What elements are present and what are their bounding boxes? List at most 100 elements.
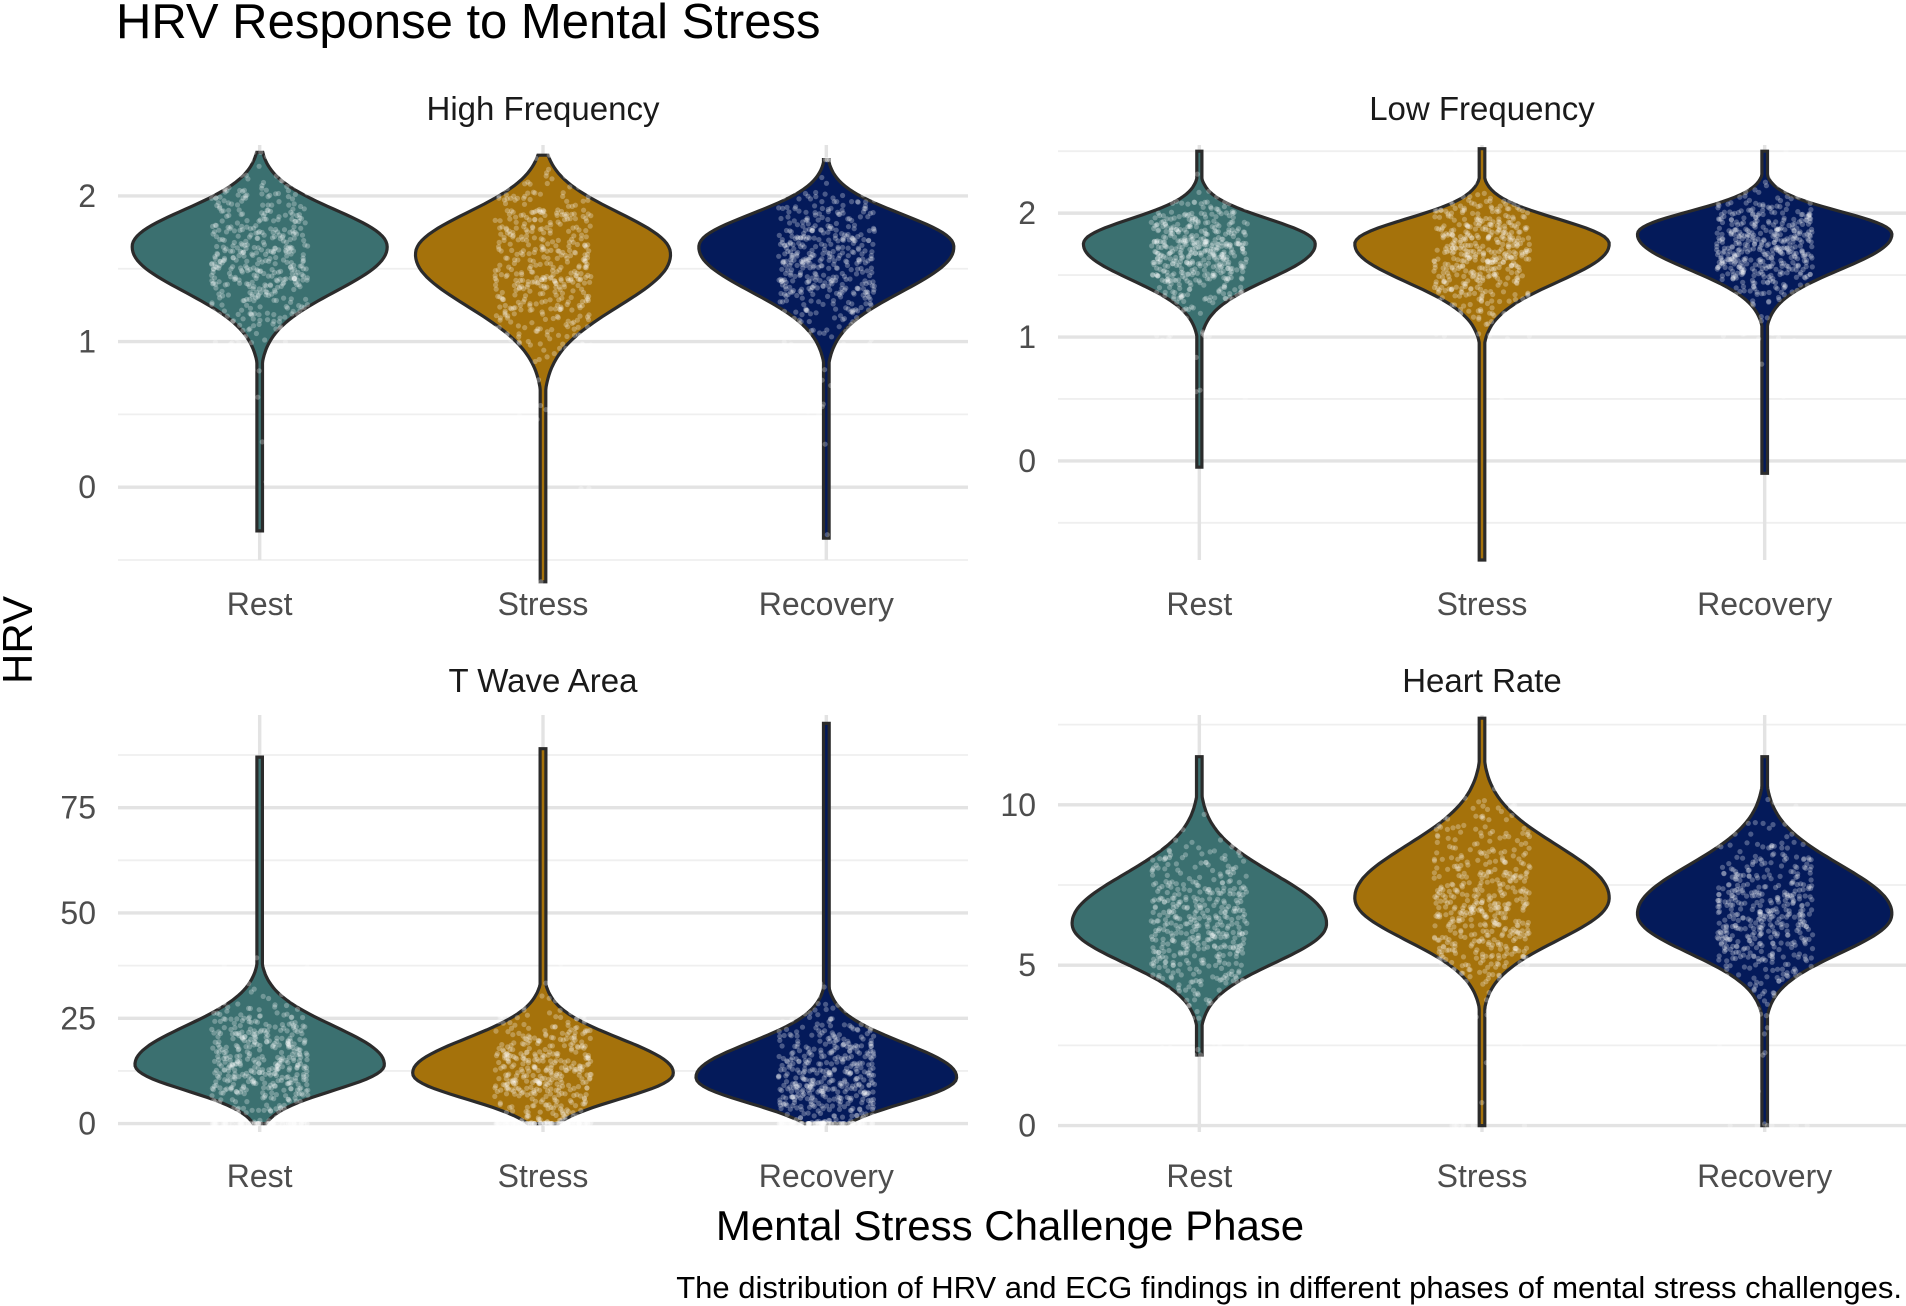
data-point [303,1088,309,1094]
data-point [1177,870,1184,876]
data-point [284,259,290,265]
data-point [1504,336,1510,342]
data-point [512,292,518,298]
data-point [259,1076,265,1082]
data-point [854,315,860,321]
data-point [1480,275,1486,281]
data-point [1808,253,1814,259]
data-point [1196,189,1202,195]
data-point [223,246,229,252]
data-point [564,1107,570,1113]
data-point [1221,275,1227,281]
data-point [1159,219,1165,225]
data-point [516,339,522,345]
data-point [853,995,859,1002]
data-point [532,279,538,285]
data-point [819,1022,825,1028]
data-point [843,285,849,291]
data-point [510,232,516,238]
data-point [819,377,825,383]
data-point [1460,263,1466,269]
data-point [819,214,825,221]
data-point [1213,214,1219,220]
data-point [1221,260,1228,266]
data-point [1449,264,1455,270]
data-point [302,1063,308,1069]
data-point [779,266,785,272]
data-point [1461,273,1467,279]
data-point [287,331,294,337]
data-point [209,261,215,267]
data-point [1735,209,1742,216]
data-point [1231,169,1238,175]
data-point [1178,294,1184,301]
data-point [787,335,793,341]
data-point [555,315,561,321]
data-point [212,275,218,281]
data-point [1218,328,1224,334]
data-point [1168,228,1174,234]
data-point [522,325,528,331]
data-point [1175,238,1181,244]
data-point [554,269,560,275]
data-point [843,328,849,335]
data-point [867,210,874,216]
data-point [869,256,875,262]
data-point [1457,239,1463,245]
data-point [521,1041,527,1047]
data-point [1480,277,1486,283]
data-point [798,290,805,296]
data-point [532,1053,539,1059]
data-point [532,217,538,223]
data-point [524,1085,530,1091]
data-point [1233,241,1239,247]
data-point [1210,252,1216,258]
data-point [1449,313,1455,319]
data-point [532,209,538,215]
data-point [857,214,864,220]
data-point [860,256,866,262]
data-point [219,347,225,353]
data-point [1216,209,1222,215]
data-point [251,244,257,251]
data-point [1721,338,1727,344]
data-point [786,325,792,331]
data-point [554,1053,560,1059]
data-point [1730,268,1736,274]
data-point [804,215,810,221]
data-point [822,280,828,286]
data-point [1718,216,1724,222]
data-point [1229,316,1235,322]
data-point [1171,277,1177,283]
data-point [1504,206,1510,212]
data-point [574,241,581,248]
data-point [1165,273,1171,279]
data-point [815,1012,821,1018]
data-point [239,198,245,204]
data-point [210,384,216,390]
data-point [289,271,295,277]
data-point [1162,278,1168,284]
data-point [523,494,530,500]
data-point [1461,303,1467,309]
data-point [569,504,575,510]
data-point [1235,237,1241,243]
data-point [510,1032,516,1038]
data-point [789,1017,795,1023]
data-point [497,225,503,231]
data-point [1209,272,1215,279]
data-point [800,257,807,263]
data-point [1204,199,1210,205]
data-point [1451,255,1457,262]
data-point [1441,223,1447,229]
data-point [247,290,253,296]
data-point [841,361,847,367]
data-point [582,1017,588,1023]
data-point [236,340,242,346]
data-point [829,334,835,340]
data-point [501,234,507,241]
data-point [557,306,563,313]
data-point [574,579,580,585]
data-point [1512,297,1519,303]
data-point [1151,239,1157,245]
